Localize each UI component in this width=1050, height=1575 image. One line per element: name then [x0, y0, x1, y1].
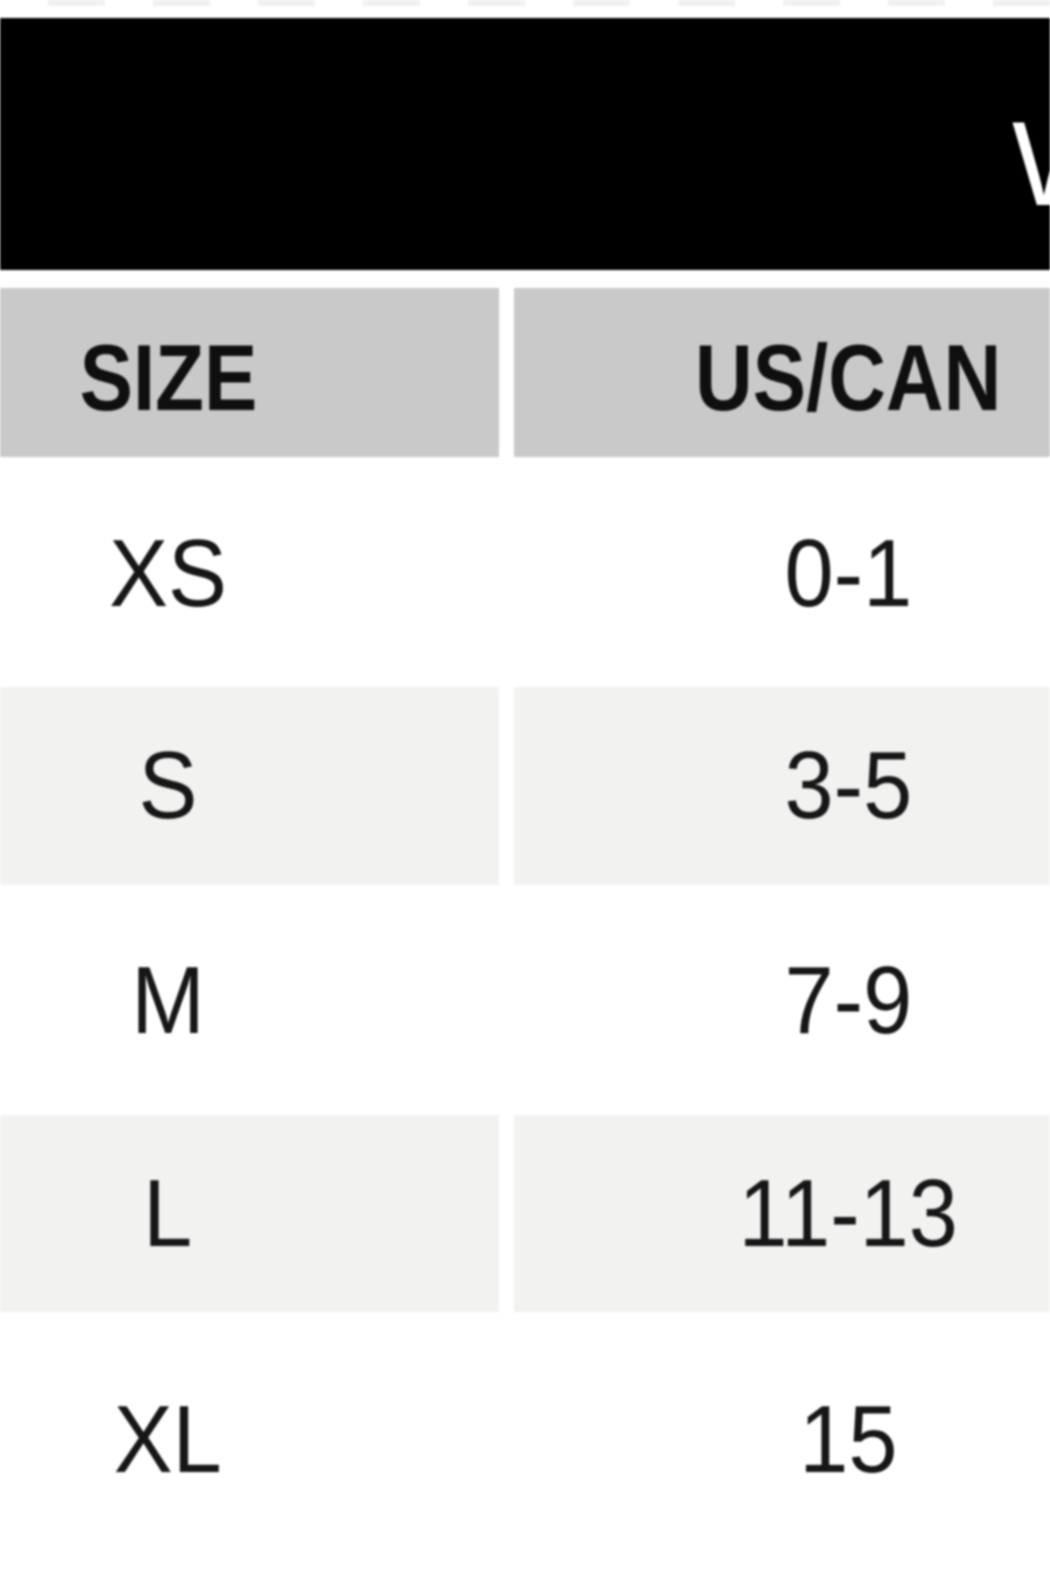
size-value: XL — [113, 1386, 223, 1493]
partial-title-letter: W — [1012, 104, 1050, 224]
size-value: XS — [109, 520, 227, 627]
us-can-cell: 7-9 — [514, 893, 1050, 1108]
column-header-us-can: US/CAN — [514, 288, 1050, 457]
us-can-value: 7-9 — [784, 946, 912, 1054]
size-cell: S — [0, 687, 499, 885]
size-value: L — [143, 1159, 193, 1267]
size-cell: M — [0, 893, 499, 1108]
column-header-size: SIZE — [0, 288, 499, 457]
us-can-value: 11-13 — [738, 1159, 958, 1267]
size-value: M — [131, 946, 205, 1054]
us-can-value: 15 — [798, 1386, 898, 1493]
table-row-xl: XL 15 — [0, 1320, 1050, 1560]
cropped-text-remnants — [0, 0, 1050, 6]
us-can-value: 3-5 — [784, 732, 912, 839]
size-value: S — [138, 732, 198, 839]
table-row-l: L 11-13 — [0, 1115, 1050, 1312]
title-banner: W — [0, 18, 1050, 270]
us-can-cell: 3-5 — [514, 687, 1050, 885]
table-header-row: SIZE US/CAN — [0, 288, 1050, 457]
size-cell: L — [0, 1115, 499, 1312]
size-cell: XS — [0, 468, 499, 680]
us-can-value: 0-1 — [784, 520, 912, 627]
us-can-cell: 0-1 — [514, 468, 1050, 680]
column-header-us-can-label: US/CAN — [694, 324, 1002, 430]
table-row-s: S 3-5 — [0, 687, 1050, 885]
column-header-size-label: SIZE — [79, 324, 257, 430]
us-can-cell: 15 — [514, 1320, 1050, 1560]
table-row-m: M 7-9 — [0, 893, 1050, 1108]
table-row-xs: XS 0-1 — [0, 468, 1050, 680]
us-can-cell: 11-13 — [514, 1115, 1050, 1312]
size-cell: XL — [0, 1320, 499, 1560]
